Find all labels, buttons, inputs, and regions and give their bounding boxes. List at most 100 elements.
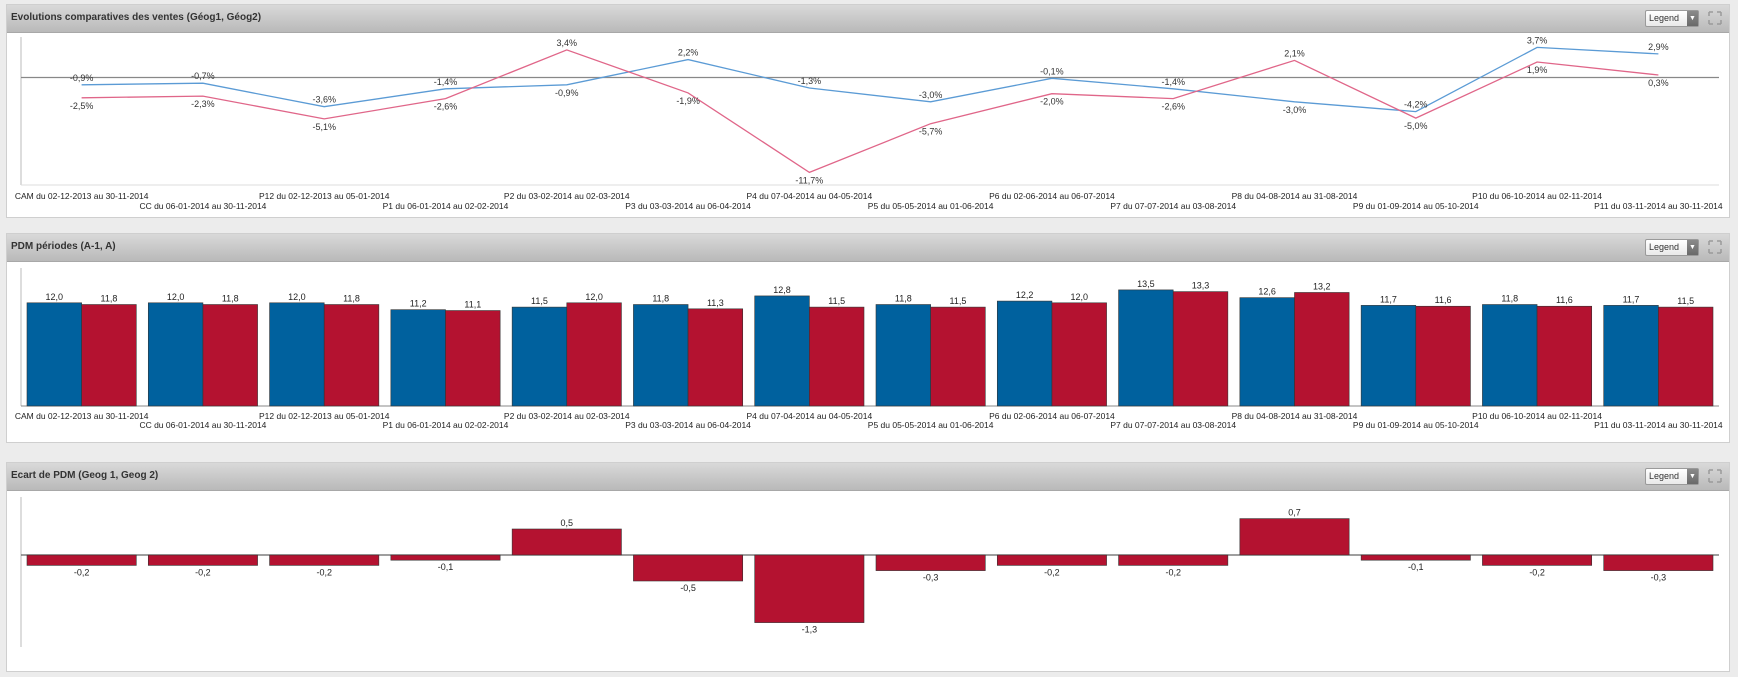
series-line-2 [81, 49, 1659, 174]
bar-value-label: 0,7 [1288, 508, 1301, 518]
data-label: -11,7% [795, 175, 823, 185]
data-label: 2,9% [1648, 42, 1669, 52]
data-label: -3,0% [919, 90, 943, 100]
data-label: -2,6% [434, 102, 458, 112]
panel-title: PDM périodes (A-1, A) [11, 241, 116, 252]
bar [1482, 304, 1538, 407]
bar [996, 300, 1053, 407]
bar-value-label: 11,5 [950, 296, 967, 306]
bar [1118, 289, 1174, 407]
data-label: -0,9% [70, 73, 94, 83]
x-tick-label: CAM du 02-12-2013 au 30-11-2014 [15, 411, 149, 421]
bar-value-label: 11,7 [1380, 294, 1397, 304]
market-share-periods-panel: PDM périodes (A-1, A) Legend ▼ 12,0 11,8 C… [6, 233, 1730, 443]
bar [26, 302, 82, 407]
bar-value-label: -0,2 [1044, 567, 1060, 577]
bar [1658, 306, 1714, 407]
data-label: -5,1% [312, 122, 336, 132]
bar-value-label: 12,0 [585, 292, 603, 302]
data-label: -2,0% [1040, 97, 1064, 107]
bar-value-label: -0,5 [680, 583, 696, 593]
x-tick-label: P2 du 03-02-2014 au 02-03-2014 [504, 411, 630, 421]
chevron-down-icon: ▼ [1687, 11, 1698, 26]
data-label: -0,1% [1040, 66, 1064, 76]
expand-icon[interactable] [1707, 10, 1723, 26]
data-label: -4,2% [1404, 100, 1428, 110]
legend-dropdown[interactable]: Legend ▼ [1645, 239, 1699, 256]
legend-dropdown-label: Legend [1649, 242, 1680, 252]
x-tick-label: P1 du 06-01-2014 au 02-02-2014 [383, 420, 509, 430]
bar [1482, 554, 1593, 566]
bar [566, 302, 622, 407]
legend-dropdown[interactable]: Legend ▼ [1645, 468, 1699, 485]
bar-value-label: 11,7 [1623, 294, 1640, 304]
sales-evolution-panel: Evolutions comparatives des ventes (Géog… [6, 4, 1730, 218]
bar-value-label: 11,8 [222, 294, 239, 304]
data-label: -1,4% [1161, 77, 1185, 87]
x-tick-label: P10 du 06-10-2014 au 02-11-2014 [1472, 411, 1602, 421]
data-label: 3,4% [557, 38, 578, 48]
panel-header: PDM périodes (A-1, A) Legend ▼ [7, 234, 1729, 262]
bar-value-label: -0,1 [1408, 562, 1424, 572]
data-label: -1,4% [434, 77, 458, 87]
bar-value-label: 12,6 [1258, 287, 1276, 297]
x-tick-label: P6 du 02-06-2014 au 06-07-2014 [989, 191, 1115, 201]
bar [323, 304, 380, 407]
legend-dropdown[interactable]: Legend ▼ [1645, 10, 1699, 27]
data-label: -1,9% [676, 96, 700, 106]
x-tick-label: P11 du 03-11-2014 au 30-11-2014 [1594, 201, 1723, 211]
panel-title: Ecart de PDM (Geog 1, Geog 2) [11, 470, 159, 481]
bar-value-label: -0,2 [1529, 567, 1545, 577]
x-tick-label: P8 du 04-08-2014 au 31-08-2014 [1232, 411, 1358, 421]
x-tick-label: P7 du 07-07-2014 au 03-08-2014 [1110, 201, 1236, 211]
x-tick-label: P3 du 03-03-2014 au 06-04-2014 [625, 420, 751, 430]
bar-value-label: 12,2 [1016, 290, 1034, 300]
x-tick-label: CAM du 02-12-2013 au 30-11-2014 [15, 191, 149, 201]
bar-value-label: -0,3 [923, 573, 939, 583]
bar [1051, 302, 1107, 407]
expand-icon[interactable] [1707, 239, 1723, 255]
x-tick-label: CC du 06-01-2014 au 30-11-2014 [139, 420, 266, 430]
x-tick-label: P5 du 05-05-2014 au 01-06-2014 [868, 201, 994, 211]
bar-value-label: 11,8 [652, 294, 669, 304]
bar [511, 528, 622, 556]
bar [996, 554, 1107, 566]
bar-value-label: 12,8 [773, 285, 791, 295]
data-label: 2,2% [678, 48, 699, 58]
bar [1172, 291, 1229, 407]
data-label: 3,7% [1527, 35, 1548, 45]
market-share-gap-bar-chart: -0,2 -0,2 -0,2 -0,1 0,5 -0,5 -1,3 -0,3 -0,2 -0,2 0… [20, 497, 1719, 647]
bar [147, 302, 204, 407]
data-label: -0,9% [555, 88, 579, 98]
series-line-1 [81, 46, 1659, 113]
bar-value-label: -0,2 [195, 567, 211, 577]
bar [445, 310, 501, 407]
bar [390, 554, 501, 561]
data-label: -1,3% [798, 76, 822, 86]
data-label: -2,3% [191, 99, 215, 109]
chevron-down-icon: ▼ [1687, 240, 1698, 255]
bar [687, 308, 744, 407]
panel-title: Evolutions comparatives des ventes (Géog… [11, 12, 262, 23]
bar [1360, 554, 1471, 561]
bar-value-label: 11,3 [707, 298, 724, 308]
bar-value-label: 12,0 [46, 292, 64, 302]
bar [269, 302, 325, 407]
bar-value-label: -0,2 [74, 567, 90, 577]
bar [1603, 305, 1659, 407]
bar [930, 306, 986, 407]
expand-icon[interactable] [1707, 468, 1723, 484]
x-tick-label: P4 du 07-04-2014 au 04-05-2014 [746, 191, 872, 201]
bar-value-label: 11,8 [1501, 294, 1518, 304]
bar-value-label: 12,0 [1070, 292, 1088, 302]
bar [81, 304, 137, 407]
data-label: -3,6% [312, 95, 336, 105]
bar [633, 304, 689, 407]
bar [26, 554, 137, 566]
bar-value-label: 11,5 [1677, 296, 1694, 306]
x-tick-label: P9 du 01-09-2014 au 05-10-2014 [1353, 201, 1479, 211]
bar-value-label: -0,1 [438, 562, 454, 572]
x-tick-label: P2 du 03-02-2014 au 02-03-2014 [504, 191, 630, 201]
x-tick-label: P5 du 05-05-2014 au 01-06-2014 [868, 420, 994, 430]
data-label: -5,0% [1404, 121, 1428, 131]
